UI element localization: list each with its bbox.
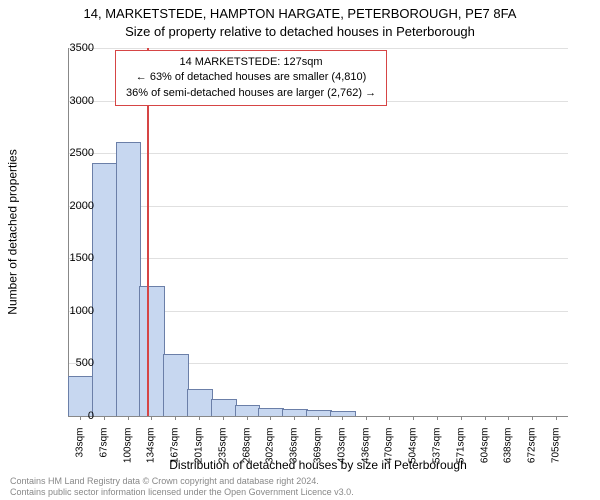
xtick-mark: [485, 416, 486, 420]
xtick-mark: [104, 416, 105, 420]
ytick-label: 0: [44, 410, 94, 422]
xtick-mark: [342, 416, 343, 420]
xtick-label: 705sqm: [551, 428, 562, 478]
histogram-bar: [187, 389, 213, 416]
ytick-label: 3000: [44, 95, 94, 107]
histogram-bar: [211, 399, 237, 416]
ytick-label: 500: [44, 357, 94, 369]
ytick-label: 1500: [44, 252, 94, 264]
xtick-label: 504sqm: [408, 428, 419, 478]
xtick-mark: [175, 416, 176, 420]
xtick-mark: [437, 416, 438, 420]
xtick-label: 604sqm: [479, 428, 490, 478]
xtick-mark: [508, 416, 509, 420]
xtick-label: 369sqm: [313, 428, 324, 478]
histogram-bar: [163, 354, 189, 416]
xtick-label: 134sqm: [146, 428, 157, 478]
xtick-label: 201sqm: [193, 428, 204, 478]
xtick-mark: [270, 416, 271, 420]
chart-title-address: 14, MARKETSTEDE, HAMPTON HARGATE, PETERB…: [0, 6, 600, 21]
footer-line2: Contains public sector information licen…: [10, 487, 590, 498]
xtick-label: 436sqm: [360, 428, 371, 478]
histogram-bar: [282, 409, 308, 416]
xtick-mark: [199, 416, 200, 420]
xtick-mark: [389, 416, 390, 420]
xtick-mark: [556, 416, 557, 420]
xtick-label: 67sqm: [98, 428, 109, 478]
ytick-label: 2000: [44, 200, 94, 212]
ytick-label: 3500: [44, 42, 94, 54]
xtick-mark: [247, 416, 248, 420]
xtick-mark: [318, 416, 319, 420]
xtick-label: 672sqm: [527, 428, 538, 478]
xtick-label: 100sqm: [122, 428, 133, 478]
chart-title-subtitle: Size of property relative to detached ho…: [0, 24, 600, 39]
xtick-label: 403sqm: [336, 428, 347, 478]
xtick-label: 470sqm: [384, 428, 395, 478]
xtick-label: 235sqm: [217, 428, 228, 478]
xtick-mark: [532, 416, 533, 420]
xtick-label: 302sqm: [265, 428, 276, 478]
xtick-mark: [223, 416, 224, 420]
gridline: [68, 258, 568, 259]
y-axis-label: Number of detached properties: [6, 48, 20, 416]
annotation-line2: ← 63% of detached houses are smaller (4,…: [126, 70, 376, 85]
xtick-label: 638sqm: [503, 428, 514, 478]
gridline: [68, 153, 568, 154]
xtick-label: 537sqm: [432, 428, 443, 478]
xtick-label: 167sqm: [170, 428, 181, 478]
ytick-label: 2500: [44, 147, 94, 159]
xtick-label: 336sqm: [289, 428, 300, 478]
histogram-bar: [92, 163, 118, 416]
annotation-line3: 36% of semi-detached houses are larger (…: [126, 86, 376, 101]
ytick-label: 1000: [44, 305, 94, 317]
xtick-mark: [128, 416, 129, 420]
footer-attribution: Contains HM Land Registry data © Crown c…: [10, 476, 590, 498]
histogram-chart: 14, MARKETSTEDE, HAMPTON HARGATE, PETERB…: [0, 0, 600, 500]
xtick-label: 571sqm: [455, 428, 466, 478]
xtick-mark: [413, 416, 414, 420]
xtick-mark: [461, 416, 462, 420]
xtick-mark: [366, 416, 367, 420]
gridline: [68, 206, 568, 207]
histogram-bar: [258, 408, 284, 416]
xtick-mark: [294, 416, 295, 420]
annotation-line1: 14 MARKETSTEDE: 127sqm: [126, 55, 376, 70]
histogram-bar: [116, 142, 142, 416]
histogram-bar: [139, 286, 165, 416]
xtick-label: 33sqm: [74, 428, 85, 478]
xtick-label: 268sqm: [241, 428, 252, 478]
histogram-bar: [235, 405, 261, 417]
annotation-box: 14 MARKETSTEDE: 127sqm ← 63% of detached…: [115, 50, 387, 106]
gridline: [68, 48, 568, 49]
footer-line1: Contains HM Land Registry data © Crown c…: [10, 476, 590, 487]
xtick-mark: [151, 416, 152, 420]
